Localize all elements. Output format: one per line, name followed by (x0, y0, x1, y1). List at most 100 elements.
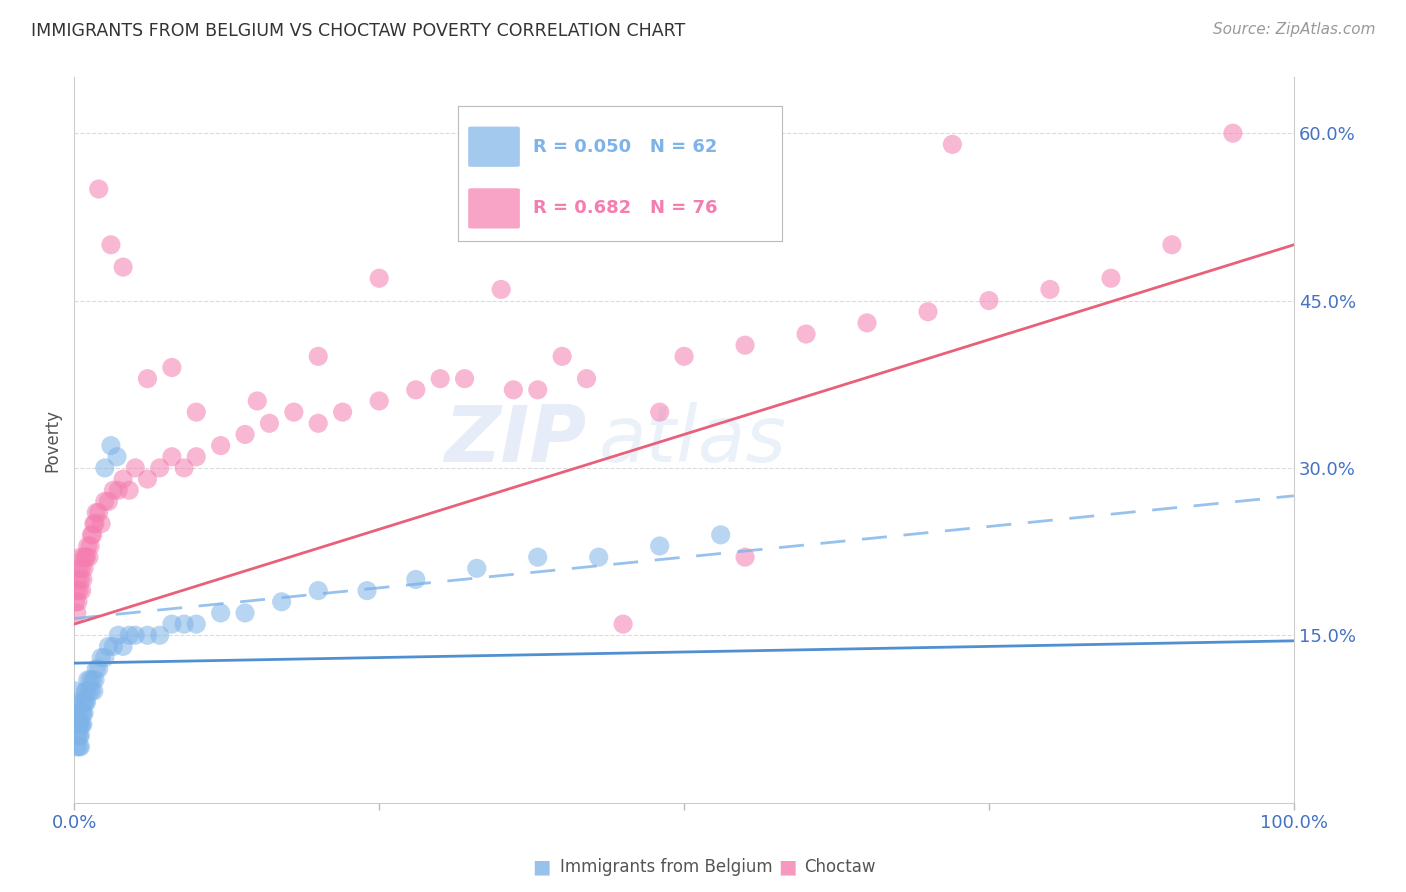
Point (1099, 271, 1122, 285)
Point (100, 237, 122, 252)
Point (551, 349, 574, 363)
Point (87, 506, 110, 520)
Point (112, 472, 135, 486)
Point (977, 293, 1000, 308)
Point (941, 137, 963, 152)
Point (136, 628, 159, 642)
Point (368, 394, 391, 409)
Point (67, 561, 90, 575)
Point (648, 405, 671, 419)
Point (75, 550, 97, 565)
Point (233, 606, 256, 620)
Point (70, 561, 93, 575)
Point (66, 706, 89, 721)
Point (107, 628, 129, 642)
Point (526, 383, 548, 397)
Point (103, 483, 125, 498)
Point (160, 360, 183, 375)
Point (84, 662, 107, 676)
Point (82, 528, 104, 542)
Point (270, 595, 292, 609)
Point (84, 516, 107, 531)
Y-axis label: Poverty: Poverty (44, 409, 60, 472)
Point (69, 573, 91, 587)
Point (112, 260, 135, 274)
Text: ■: ■ (531, 857, 551, 877)
Point (612, 617, 634, 632)
Point (77, 684, 100, 698)
Point (65, 595, 87, 609)
Point (1161, 237, 1184, 252)
Point (186, 405, 208, 419)
Point (794, 326, 817, 341)
Point (149, 628, 172, 642)
Point (307, 583, 329, 598)
Text: ZIP: ZIP (444, 402, 586, 478)
Point (66, 717, 89, 731)
Point (186, 617, 208, 632)
Point (673, 349, 696, 363)
Point (356, 583, 378, 598)
Point (575, 372, 598, 386)
Point (77, 550, 100, 565)
Point (66, 573, 89, 587)
Point (332, 405, 354, 419)
Point (136, 372, 159, 386)
Point (283, 405, 305, 419)
Point (67, 739, 90, 754)
Point (67, 717, 90, 731)
Point (66, 595, 89, 609)
Point (1039, 282, 1062, 296)
Point (307, 417, 329, 431)
Point (84, 673, 107, 687)
Point (186, 450, 208, 464)
Point (648, 539, 671, 553)
Point (100, 439, 122, 453)
Point (209, 439, 232, 453)
Point (405, 383, 427, 397)
Point (66, 729, 89, 743)
Point (72, 573, 94, 587)
Point (489, 282, 512, 296)
Point (65, 706, 87, 721)
Point (73, 706, 96, 721)
Point (136, 472, 159, 486)
Point (76, 695, 98, 709)
Point (67, 729, 90, 743)
Point (103, 640, 125, 654)
Point (76, 550, 98, 565)
Point (76, 684, 98, 698)
Point (917, 304, 939, 318)
Point (66, 695, 89, 709)
Text: Immigrants from Belgium: Immigrants from Belgium (560, 858, 772, 876)
Point (73, 695, 96, 709)
Point (82, 673, 104, 687)
Point (70, 583, 93, 598)
Point (66, 583, 89, 598)
Point (69, 717, 91, 731)
Point (83, 516, 105, 531)
Point (173, 461, 195, 475)
Point (70, 717, 93, 731)
Point (453, 372, 475, 386)
Point (734, 338, 756, 352)
Point (588, 550, 610, 565)
Point (66, 717, 89, 731)
Point (72, 717, 94, 731)
Point (105, 450, 128, 464)
Point (97, 640, 120, 654)
Point (87, 662, 110, 676)
Point (69, 729, 91, 743)
Point (259, 417, 281, 431)
Text: atlas: atlas (599, 402, 786, 478)
Point (465, 561, 488, 575)
Point (76, 539, 98, 553)
Point (69, 739, 91, 754)
Point (79, 673, 101, 687)
Point (160, 450, 183, 464)
Point (80, 684, 103, 698)
Point (90, 516, 112, 531)
Point (80, 528, 103, 542)
Point (70, 706, 93, 721)
Point (118, 483, 141, 498)
